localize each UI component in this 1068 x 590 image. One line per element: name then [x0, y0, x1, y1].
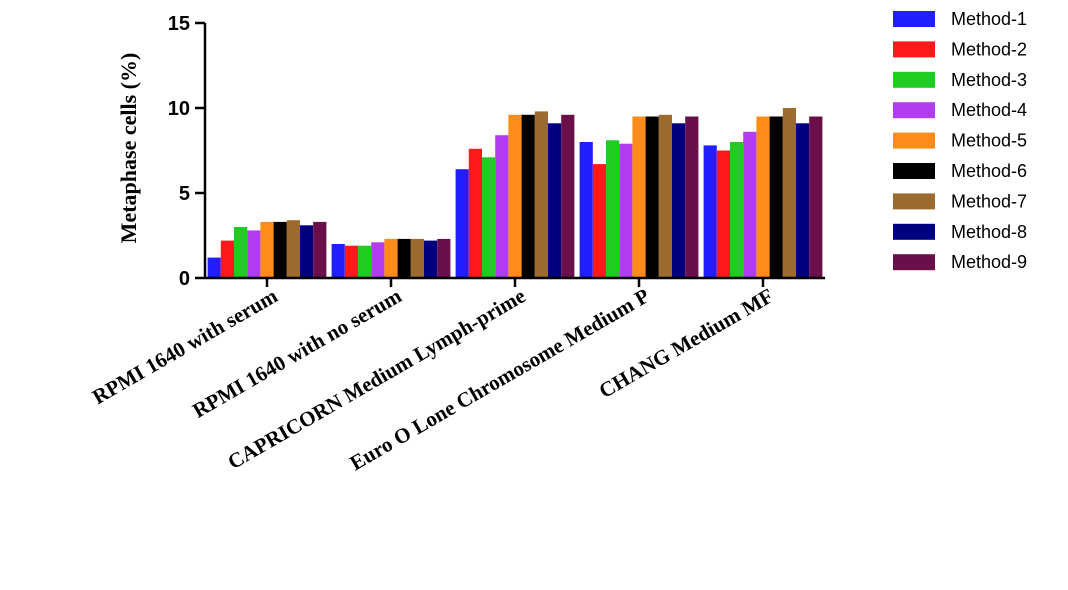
bar	[743, 131, 757, 278]
x-tick-label: RPMI 1640 with no serum	[188, 283, 406, 422]
bar	[260, 221, 274, 278]
bar	[685, 116, 699, 278]
bar	[313, 221, 327, 278]
bar	[468, 148, 482, 278]
bar	[619, 143, 633, 278]
bar	[371, 242, 385, 278]
legend-swatch	[893, 102, 935, 119]
bar	[384, 238, 398, 278]
bar	[273, 221, 287, 278]
legend-swatch	[893, 163, 935, 179]
y-axis-label: Metaphase cells (%)	[116, 53, 141, 244]
bar	[782, 108, 796, 278]
legend-label: Method-8	[951, 222, 1027, 242]
legend-swatch	[893, 41, 935, 58]
bar	[672, 123, 686, 278]
bar	[716, 150, 730, 278]
bar	[606, 140, 620, 278]
y-tick-label: 0	[179, 268, 190, 290]
bar	[769, 116, 783, 278]
bar	[286, 220, 300, 278]
legend-label: Method-9	[951, 252, 1027, 272]
bars	[207, 108, 823, 279]
bar	[579, 142, 593, 278]
bar	[410, 238, 424, 278]
y-axis: 0 5 10 15	[168, 13, 207, 290]
bar	[437, 238, 451, 278]
bar	[247, 230, 261, 278]
bar	[561, 114, 575, 278]
legend-swatch	[893, 132, 935, 149]
bar	[632, 116, 646, 278]
bar	[809, 116, 823, 278]
legend-swatch	[893, 223, 935, 240]
y-tick-label: 5	[179, 183, 190, 205]
bar	[495, 135, 509, 278]
bar	[658, 114, 672, 278]
bar	[548, 123, 562, 278]
bar	[534, 111, 548, 279]
bar	[358, 245, 372, 278]
bar	[207, 257, 221, 278]
legend-label: Method-6	[951, 161, 1027, 181]
bar	[220, 240, 234, 278]
bar	[300, 225, 314, 278]
legend-swatch	[893, 71, 935, 88]
bar	[424, 240, 438, 278]
legend-label: Method-5	[951, 131, 1027, 151]
legend-swatch	[893, 254, 935, 271]
bar	[344, 245, 358, 278]
y-tick-label: 10	[168, 98, 190, 120]
legend-label: Method-1	[951, 9, 1027, 29]
bar	[234, 227, 248, 278]
legend: Method-1 Method-2 Method-3 Method-4 Method-5…	[893, 9, 1027, 272]
y-tick-label: 15	[168, 13, 190, 35]
bar	[331, 244, 345, 278]
bar	[703, 145, 717, 278]
legend-swatch	[893, 11, 935, 27]
bar	[521, 114, 535, 278]
bar	[730, 142, 744, 278]
bar	[482, 157, 496, 278]
bar	[592, 164, 606, 278]
legend-swatch	[893, 193, 935, 210]
legend-label: Method-2	[951, 39, 1027, 59]
bar	[796, 123, 810, 278]
legend-label: Method-7	[951, 191, 1027, 211]
bar	[756, 116, 770, 278]
legend-label: Method-3	[951, 70, 1027, 90]
bar	[397, 238, 411, 278]
bar	[455, 169, 469, 278]
bar	[508, 114, 522, 278]
bar	[645, 116, 659, 278]
legend-label: Method-4	[951, 100, 1027, 120]
